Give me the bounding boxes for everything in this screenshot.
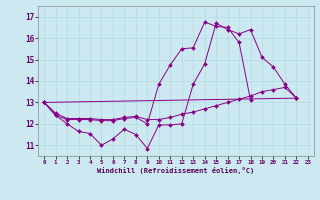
X-axis label: Windchill (Refroidissement éolien,°C): Windchill (Refroidissement éolien,°C) [97,167,255,174]
